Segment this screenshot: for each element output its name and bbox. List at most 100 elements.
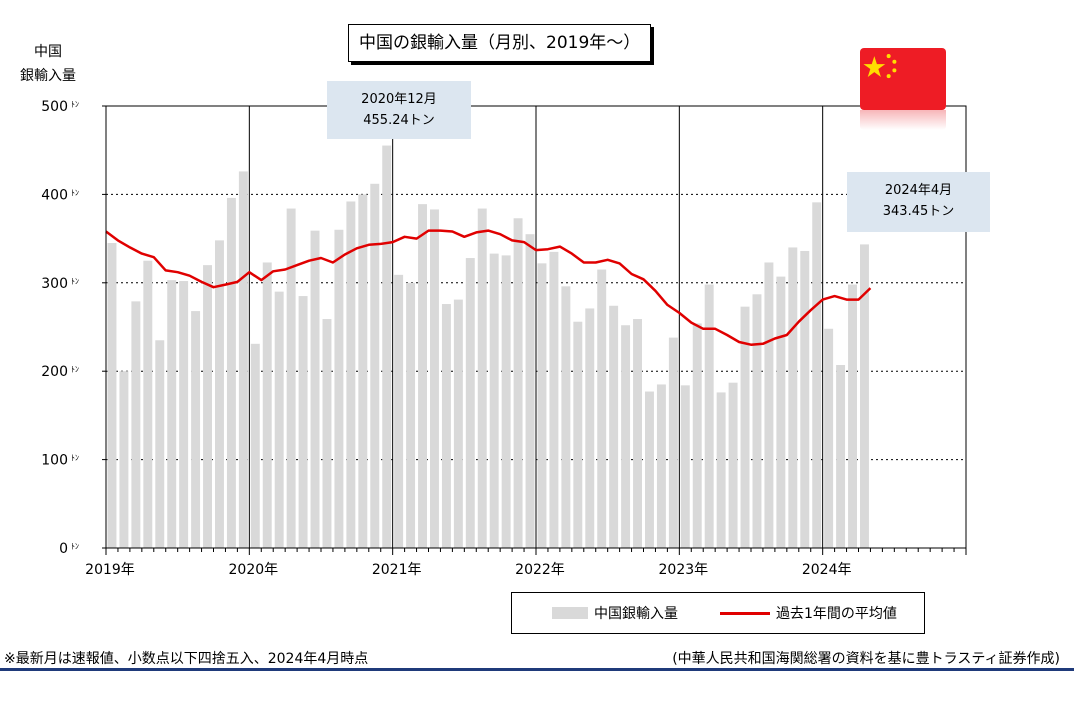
x-tick-label: 2019年 [85, 562, 135, 578]
y-axis-unit-label: 中国 銀輸入量 [10, 40, 86, 88]
bar [394, 274, 404, 548]
bar [119, 371, 129, 548]
footnote: ※最新月は速報値、小数点以下四捨五入、2024年4月時点 [4, 651, 369, 667]
bar [609, 305, 619, 548]
annotation-latest-date: 2024年4月 [884, 183, 953, 198]
bar [848, 284, 857, 548]
legend-bar-label: 中国銀輸入量 [594, 606, 678, 622]
legend-bar-swatch [552, 607, 588, 619]
y-tick-label: 200 [41, 364, 68, 380]
bar [334, 229, 344, 548]
bar [561, 286, 571, 548]
bar [370, 183, 380, 549]
bar [155, 340, 165, 548]
annotation-peak-value: 455.24トン [363, 113, 435, 128]
bar [215, 240, 224, 549]
bar [525, 234, 535, 548]
chart-legend: 中国銀輸入量 過去1年間の平均値 [511, 592, 925, 634]
bar [250, 343, 260, 548]
bar [716, 392, 726, 548]
annotation-peak: 2020年12月 455.24トン [327, 81, 471, 139]
bar [668, 337, 678, 548]
bar [179, 281, 189, 548]
bar [203, 265, 212, 548]
bar [740, 306, 750, 548]
bar [274, 291, 284, 548]
annotation-peak-date: 2020年12月 [361, 92, 437, 107]
bar [107, 243, 117, 548]
bar [633, 319, 642, 548]
x-tick-label: 2024年 [802, 562, 852, 578]
bar [621, 325, 631, 548]
x-tick-label: 2022年 [515, 562, 565, 578]
bar [549, 251, 559, 549]
bar [143, 260, 153, 548]
bar [382, 145, 392, 548]
bar [597, 269, 607, 548]
y-tick-label: 500 [41, 99, 68, 115]
y-tick-unit: ﾄﾝ [71, 100, 79, 109]
y-tick-label: 300 [41, 276, 68, 292]
bar [465, 258, 475, 548]
bar [692, 323, 702, 548]
y-tick-label: 400 [41, 187, 68, 203]
bar [453, 299, 463, 548]
y-axis-unit-line-1: 中国 [34, 44, 62, 60]
bar [776, 276, 786, 548]
y-tick-unit: ﾄﾝ [71, 277, 79, 286]
y-tick-label: 0 [59, 541, 68, 557]
bar [310, 230, 320, 549]
bar [860, 244, 869, 548]
bar [441, 304, 451, 548]
bar [812, 202, 822, 548]
bar [226, 197, 236, 548]
bar [836, 365, 846, 548]
x-tick-label: 2023年 [659, 562, 709, 578]
bar [585, 308, 595, 548]
bar [752, 294, 762, 548]
bar [501, 255, 511, 548]
bar [477, 208, 487, 548]
average-line [105, 229, 872, 346]
y-tick-unit: ﾄﾝ [71, 542, 79, 551]
flag-reflection [860, 110, 946, 130]
bar [704, 284, 714, 548]
legend-line-swatch [720, 612, 770, 615]
bar [537, 263, 547, 548]
x-tick-label: 2020年 [229, 562, 279, 578]
bar [262, 262, 272, 548]
bar [430, 209, 439, 549]
bar [513, 218, 523, 548]
source-note: (中華人民共和国海関総署の資料を基に豊トラスティ証券作成) [672, 651, 1060, 667]
bar [489, 253, 499, 549]
bar [824, 328, 834, 548]
y-axis-unit-line-2: 銀輸入量 [20, 68, 76, 84]
annotation-latest: 2024年4月 343.45トン [847, 172, 990, 232]
y-tick-label: 100 [41, 453, 68, 469]
bar [764, 262, 774, 548]
bar [800, 250, 810, 548]
bar [788, 247, 798, 548]
bottom-rule [0, 668, 1074, 671]
bar [645, 391, 654, 548]
bar [656, 384, 666, 548]
chart-title: 中国の銀輸入量（月別、2019年～） [348, 24, 652, 62]
y-tick-unit: ﾄﾝ [71, 454, 79, 463]
y-tick-unit: ﾄﾝ [71, 188, 79, 197]
bar [238, 171, 248, 548]
bar [298, 296, 308, 548]
annotation-latest-value: 343.45トン [882, 204, 955, 219]
x-tick-label: 2021年 [372, 562, 422, 578]
legend-line-label: 過去1年間の平均値 [776, 606, 897, 622]
bar [573, 321, 583, 548]
y-tick-unit: ﾄﾝ [71, 365, 79, 374]
bar [286, 208, 296, 548]
bar [728, 382, 738, 548]
bar [358, 194, 368, 548]
china-flag-icon [860, 48, 946, 110]
bar [680, 385, 690, 548]
bar [191, 311, 201, 548]
bar [406, 282, 416, 548]
bar [131, 301, 141, 548]
